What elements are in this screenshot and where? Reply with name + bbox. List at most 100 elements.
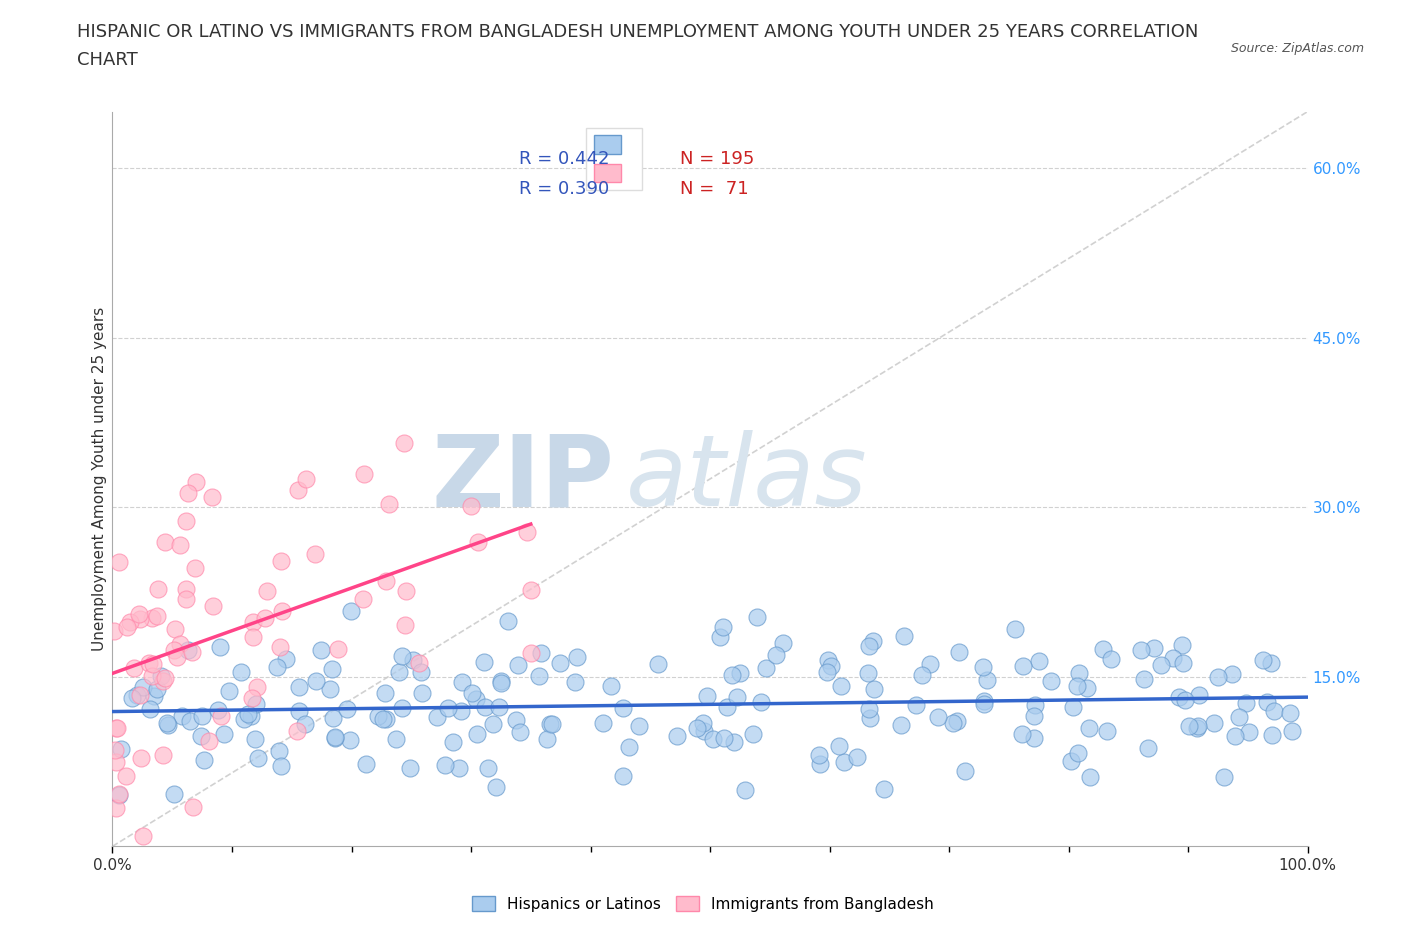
Point — [190, 728, 212, 743]
Point — [201, 598, 224, 613]
Point — [1078, 769, 1101, 784]
Point — [1076, 680, 1098, 695]
Point — [181, 644, 204, 659]
Point — [1225, 729, 1247, 744]
Point — [447, 761, 470, 776]
Text: atlas: atlas — [627, 431, 868, 527]
Point — [1097, 724, 1119, 738]
Point — [394, 618, 416, 632]
Point — [856, 666, 879, 681]
Point — [1185, 721, 1208, 736]
Point — [465, 726, 488, 741]
Point — [142, 657, 165, 671]
Point — [1039, 674, 1062, 689]
Point — [155, 715, 177, 730]
Point — [481, 716, 503, 731]
Point — [450, 674, 472, 689]
Point — [1143, 641, 1166, 656]
Point — [858, 701, 880, 716]
Point — [1078, 721, 1101, 736]
Point — [696, 689, 718, 704]
Point — [242, 615, 264, 630]
Point — [972, 659, 994, 674]
Point — [169, 636, 191, 651]
Point — [976, 672, 998, 687]
Point — [103, 624, 125, 639]
Point — [755, 660, 778, 675]
Point — [166, 650, 188, 665]
Point — [1024, 731, 1046, 746]
Point — [129, 612, 152, 627]
Point — [820, 658, 842, 673]
Point — [749, 695, 772, 710]
Point — [218, 684, 240, 698]
Point — [269, 639, 291, 654]
Point — [520, 645, 543, 660]
Point — [460, 498, 482, 513]
Point — [441, 734, 464, 749]
Point — [1062, 699, 1084, 714]
Text: R = 0.442: R = 0.442 — [519, 151, 609, 168]
Point — [354, 756, 377, 771]
Point — [1161, 651, 1184, 666]
Point — [142, 688, 165, 703]
Point — [1227, 710, 1250, 724]
Point — [723, 735, 745, 750]
Legend: Hispanics or Latinos, Immigrants from Bangladesh: Hispanics or Latinos, Immigrants from Ba… — [465, 889, 941, 918]
Point — [509, 724, 531, 739]
Point — [239, 709, 262, 724]
Point — [489, 675, 512, 690]
Point — [665, 729, 688, 744]
Point — [150, 669, 173, 684]
Point — [1263, 704, 1285, 719]
Point — [815, 665, 838, 680]
Point — [231, 664, 253, 679]
Point — [256, 583, 278, 598]
Point — [409, 664, 432, 679]
Point — [465, 692, 488, 707]
Point — [893, 629, 915, 644]
Point — [375, 574, 398, 589]
Point — [721, 668, 744, 683]
Point — [152, 748, 174, 763]
Point — [139, 701, 162, 716]
Point — [927, 711, 949, 725]
Point — [1260, 727, 1282, 742]
Text: CHART: CHART — [77, 51, 138, 69]
Point — [709, 630, 731, 644]
Point — [467, 535, 489, 550]
Point — [450, 703, 472, 718]
Point — [461, 685, 484, 700]
Point — [496, 614, 519, 629]
Point — [145, 682, 167, 697]
Point — [1024, 698, 1046, 712]
Text: R = 0.390: R = 0.390 — [519, 179, 609, 198]
Point — [1173, 656, 1195, 671]
Point — [125, 687, 148, 702]
Point — [242, 630, 264, 644]
Point — [294, 717, 316, 732]
Point — [165, 621, 187, 636]
Point — [1171, 637, 1194, 652]
Legend: , : , — [586, 128, 643, 190]
Point — [728, 665, 751, 680]
Point — [647, 657, 669, 671]
Point — [399, 761, 422, 776]
Point — [488, 700, 510, 715]
Point — [155, 671, 177, 685]
Point — [973, 694, 995, 709]
Point — [1150, 658, 1173, 673]
Point — [105, 800, 128, 815]
Point — [1177, 719, 1199, 734]
Point — [612, 769, 634, 784]
Point — [973, 697, 995, 711]
Point — [1067, 746, 1090, 761]
Point — [1236, 696, 1258, 711]
Point — [247, 751, 270, 765]
Point — [179, 714, 201, 729]
Point — [352, 591, 374, 606]
Point — [105, 720, 128, 735]
Point — [340, 604, 363, 618]
Point — [1174, 692, 1197, 707]
Text: N = 195: N = 195 — [681, 151, 755, 168]
